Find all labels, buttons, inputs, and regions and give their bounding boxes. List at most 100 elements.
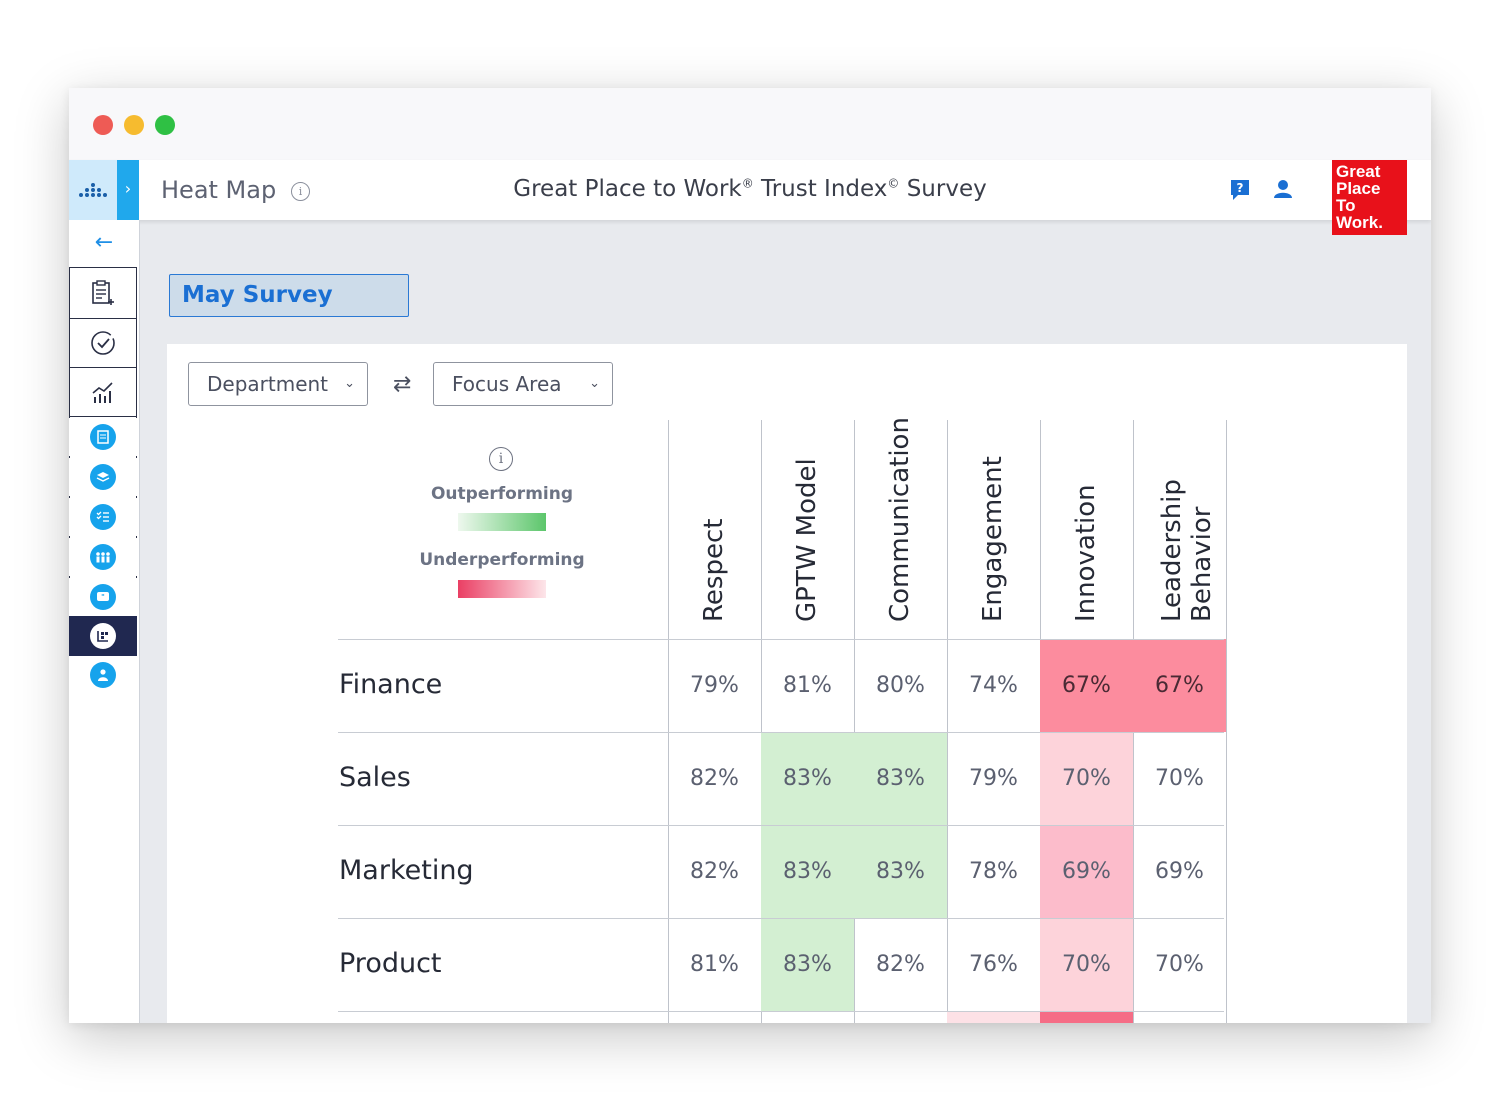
row-divider — [338, 639, 1224, 640]
column-header[interactable]: GPTW Model — [792, 458, 822, 622]
svg-text:": " — [101, 593, 105, 601]
heatmap-cell[interactable]: 80% — [876, 673, 925, 698]
heatmap-cell[interactable]: 69% — [1040, 825, 1133, 918]
heatmap-cell[interactable]: 83% — [854, 732, 947, 825]
heatmap-cell[interactable]: 83% — [761, 732, 854, 825]
heatmap-cell[interactable]: 69% — [1155, 859, 1204, 884]
sidebar-item-layers[interactable] — [69, 458, 137, 496]
dots-logo-icon — [79, 183, 107, 197]
row-dimension-dropdown[interactable]: Department ⌄ — [188, 362, 368, 406]
layers-icon — [90, 464, 116, 490]
row-dimension-value: Department — [207, 372, 329, 396]
app-window: › Heat Map i Great Place to Work® Trust … — [69, 88, 1431, 1023]
sidebar-item-document[interactable] — [69, 418, 137, 456]
row-divider — [338, 918, 1224, 919]
top-navigation-bar: › Heat Map i Great Place to Work® Trust … — [69, 160, 1431, 235]
sidebar-item-comments[interactable]: " — [69, 578, 137, 616]
survey-clipboard-icon — [92, 280, 114, 305]
logo-line: To — [1336, 196, 1356, 215]
heatmap-cell[interactable]: 78% — [969, 859, 1018, 884]
heatmap-cell[interactable]: 79% — [969, 766, 1018, 791]
sidebar-item-checklist[interactable] — [69, 498, 137, 536]
minimize-window-button[interactable] — [124, 115, 144, 135]
copyright-mark: © — [887, 176, 900, 191]
row-divider — [338, 1011, 1224, 1012]
column-header[interactable]: Leadership Behavior — [1157, 479, 1217, 622]
heatmap-cell[interactable]: 82% — [690, 859, 739, 884]
sidebar: ← — [69, 220, 140, 1023]
registered-mark: ® — [741, 176, 754, 191]
heatmap-card: Department ⌄ ⇄ Focus Area ⌄ i Outperform… — [167, 344, 1407, 1023]
analytics-chart-icon — [92, 382, 113, 403]
row-divider — [338, 732, 1224, 733]
row-label[interactable]: Marketing — [339, 855, 474, 886]
maximize-window-button[interactable] — [155, 115, 175, 135]
swap-icon[interactable]: ⇄ — [393, 372, 412, 397]
legend-info-icon[interactable]: i — [489, 447, 513, 471]
survey-title-text: Great Place to Work — [513, 176, 742, 202]
survey-selector[interactable]: May Survey — [169, 274, 409, 317]
column-dimension-value: Focus Area — [452, 372, 562, 396]
help-chat-icon[interactable]: ? — [1229, 178, 1251, 202]
page-title: Heat Map — [161, 176, 277, 204]
row-label[interactable]: Product — [339, 948, 442, 979]
column-header-line: Leadership — [1157, 479, 1187, 622]
chevron-down-icon: ⌄ — [589, 376, 600, 391]
heatmap-cell[interactable]: 82% — [876, 952, 925, 977]
survey-title-text-end: Survey — [899, 176, 987, 202]
column-header[interactable]: Innovation — [1071, 484, 1101, 622]
chevron-right-icon: › — [124, 179, 132, 198]
sidebar-item-survey[interactable] — [69, 267, 137, 319]
column-divider — [1226, 420, 1227, 1023]
column-header[interactable]: Respect — [699, 518, 729, 622]
heatmap-cell[interactable]: 70% — [1155, 766, 1204, 791]
close-window-button[interactable] — [93, 115, 113, 135]
row-label[interactable]: Finance — [339, 669, 443, 700]
heatmap-cell[interactable]: 70% — [1040, 918, 1133, 1011]
logo-line: Great — [1336, 162, 1381, 181]
legend-outperforming-swatch — [458, 513, 546, 531]
gptw-logo: Great Place To Work. — [1332, 160, 1407, 235]
column-header[interactable]: Engagement — [978, 456, 1008, 622]
document-icon — [90, 424, 116, 450]
app-logo[interactable] — [69, 160, 117, 220]
heatmap-cell[interactable]: 70% — [1155, 952, 1204, 977]
heatmap-cell[interactable]: 81% — [783, 673, 832, 698]
heatmap-cell[interactable]: 83% — [761, 918, 854, 1011]
back-arrow-icon[interactable]: ← — [94, 230, 114, 255]
sidebar-item-heatmap[interactable] — [69, 616, 137, 656]
expand-sidebar-button[interactable]: › — [117, 160, 139, 220]
column-dimension-dropdown[interactable]: Focus Area ⌄ — [433, 362, 613, 406]
logo-line: Work. — [1336, 213, 1383, 232]
column-header-line: Behavior — [1187, 506, 1217, 622]
heatmap-cell[interactable]: 81% — [690, 952, 739, 977]
row-label[interactable]: Sales — [339, 762, 411, 793]
column-divider — [947, 420, 948, 1023]
legend-outperforming-label: Outperforming — [430, 484, 574, 504]
heatmap-cell[interactable]: 83% — [854, 825, 947, 918]
sidebar-item-analytics[interactable] — [69, 367, 137, 417]
window-titlebar — [69, 88, 1431, 160]
heatmap-cell[interactable]: 74% — [969, 673, 1018, 698]
column-header[interactable]: Communication — [885, 417, 915, 622]
heatmap-cell[interactable]: 76% — [969, 952, 1018, 977]
sidebar-item-person[interactable] — [69, 656, 137, 694]
sidebar-item-status[interactable] — [69, 318, 137, 368]
heatmap-cell[interactable]: 82% — [690, 766, 739, 791]
people-icon — [90, 544, 116, 570]
heatmap-icon — [90, 623, 116, 649]
info-icon[interactable]: i — [291, 182, 310, 201]
sidebar-item-people[interactable] — [69, 538, 137, 576]
heatmap-cell[interactable]: 79% — [690, 673, 739, 698]
survey-title: Great Place to Work® Trust Index© Survey — [69, 176, 1431, 202]
user-icon[interactable] — [1272, 178, 1294, 200]
column-divider — [854, 420, 855, 1023]
legend-underperforming-swatch — [458, 580, 546, 598]
heatmap-cell[interactable]: 67% — [1040, 639, 1133, 732]
heatmap-cell[interactable]: 70% — [1040, 732, 1133, 825]
heatmap-cell[interactable]: 67% — [1133, 639, 1226, 732]
checklist-icon — [90, 504, 116, 530]
chevron-down-icon: ⌄ — [344, 376, 355, 391]
heatmap-cell[interactable]: 83% — [761, 825, 854, 918]
heatmap-cell-partial — [947, 1012, 1040, 1023]
